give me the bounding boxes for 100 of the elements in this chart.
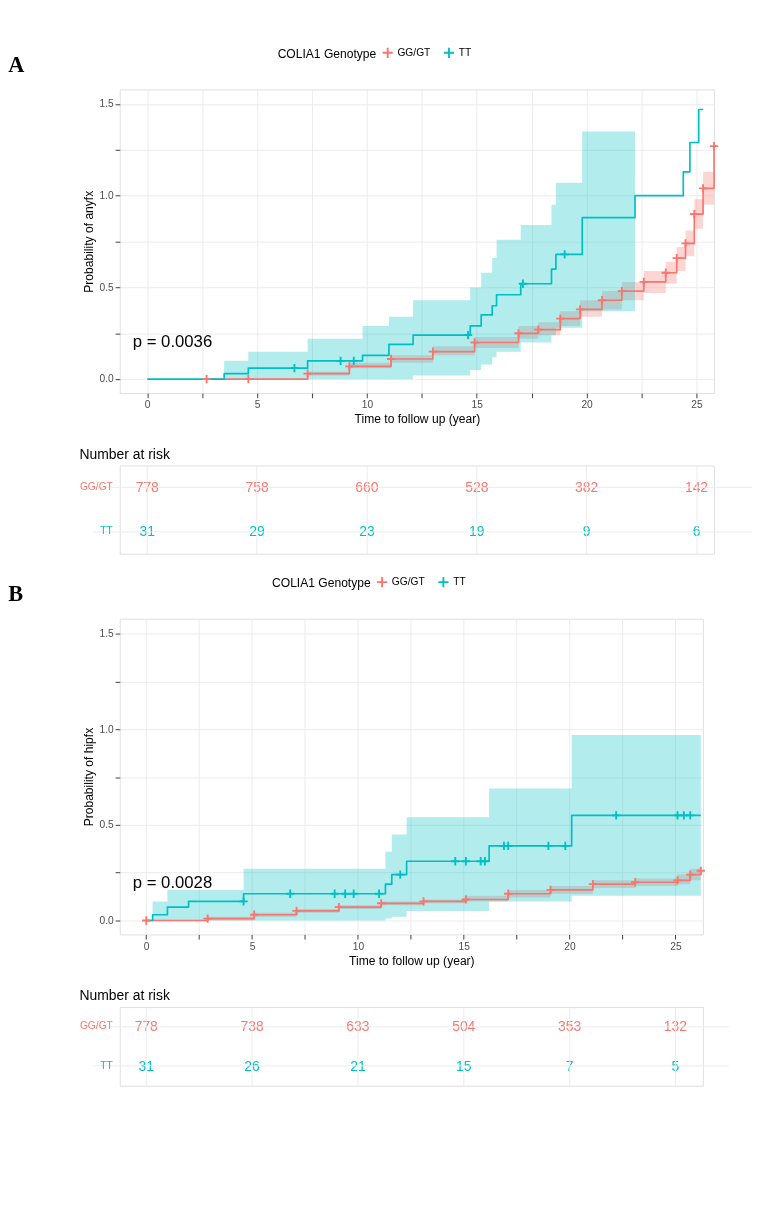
point (685, 810, 696, 821)
point (427, 346, 438, 357)
data-label: 21 (350, 1057, 366, 1074)
data-label: 19 (469, 523, 485, 540)
y-tick-label: GG/GT (79, 481, 113, 493)
point (587, 879, 598, 890)
point (335, 355, 346, 366)
data-label: 353 (557, 1018, 582, 1035)
point (596, 295, 608, 306)
point (376, 898, 387, 909)
point (340, 888, 351, 899)
x-axis-title: Time to follow up (year) (354, 412, 481, 427)
point (386, 353, 397, 365)
y-tick-label: 1.5 (99, 627, 115, 639)
point (450, 856, 461, 867)
data-label: 7 (565, 1057, 574, 1074)
x-axis-title: Time to follow up (year) (349, 953, 475, 968)
data-label: 778 (135, 479, 160, 496)
point (616, 286, 627, 297)
data-label: 23 (359, 523, 375, 540)
y-tick-label: 1.0 (99, 189, 115, 201)
point (517, 278, 529, 289)
annotation: p = 0.0028 (132, 873, 213, 893)
data-label: 382 (575, 479, 599, 496)
x-tick-label: 15 (458, 940, 471, 952)
point (344, 361, 355, 372)
x-tick-label: 0 (143, 940, 150, 952)
x-tick-label: 10 (352, 940, 365, 952)
point (285, 888, 296, 899)
point (202, 913, 213, 924)
x-tick-label: 5 (249, 940, 256, 952)
data-label: 504 (452, 1018, 476, 1035)
x-tick-label: 5 (254, 399, 261, 411)
y-tick-label: 1.0 (99, 723, 115, 735)
text: B (8, 581, 24, 607)
point (249, 909, 260, 920)
x-tick-label: 25 (670, 940, 682, 952)
legend-label: TT (453, 575, 466, 587)
legend-label: GG/GT (397, 46, 431, 58)
x-tick-label: 25 (691, 399, 703, 411)
chart-title: Number at risk (79, 446, 170, 463)
point (708, 141, 720, 152)
point (329, 888, 340, 899)
point (685, 869, 696, 880)
x-tick-label: 10 (361, 399, 374, 411)
x-tick-label: 15 (471, 399, 484, 411)
point (559, 249, 570, 260)
data-label: 633 (346, 1018, 370, 1035)
point (302, 368, 313, 379)
point (611, 810, 622, 821)
y-axis-title: Probability of anyfx (82, 190, 97, 293)
y-tick-label: TT (100, 525, 113, 537)
point (660, 267, 671, 278)
data-label: 5 (671, 1057, 680, 1074)
data-label: 6 (692, 523, 701, 540)
data-label: 738 (240, 1018, 264, 1035)
point (238, 896, 249, 907)
point (555, 313, 566, 324)
point (503, 888, 514, 899)
data-label: 15 (456, 1057, 472, 1074)
data-label: 132 (663, 1018, 688, 1035)
point (348, 355, 359, 366)
y-tick-label: 0.0 (99, 914, 115, 926)
annotation: p = 0.0036 (132, 331, 213, 351)
data-label: 31 (138, 1057, 155, 1074)
x-tick-label: 20 (564, 940, 577, 952)
point (695, 865, 706, 876)
point (333, 902, 344, 913)
data-label: 660 (355, 479, 379, 496)
point (348, 888, 359, 899)
point (395, 869, 406, 880)
legend-title: COLIA1 Genotype (277, 46, 377, 61)
point (630, 877, 641, 888)
data-label: 758 (245, 479, 269, 496)
point (698, 183, 709, 194)
data-label: 9 (582, 523, 591, 540)
data-label: 29 (249, 523, 266, 540)
y-tick-label: TT (100, 1059, 113, 1071)
data-label: 26 (244, 1057, 261, 1074)
point (533, 324, 544, 335)
data-label: 778 (134, 1018, 159, 1035)
legend-label: GG/GT (391, 575, 425, 587)
y-tick-label: 1.5 (99, 98, 115, 110)
data-label: 142 (684, 479, 709, 496)
text: A (8, 51, 25, 77)
y-tick-label: GG/GT (79, 1020, 113, 1032)
data-label: 31 (139, 523, 156, 540)
x-tick-label: 0 (144, 399, 151, 411)
chart-title: Number at risk (79, 987, 170, 1004)
y-tick-label: 0.0 (99, 373, 115, 385)
y-tick-label: 0.5 (99, 819, 115, 831)
point (374, 888, 385, 899)
x-tick-label: 20 (581, 399, 594, 411)
data-label: 528 (465, 479, 489, 496)
y-axis-title: Probability of hipfx (82, 727, 97, 827)
legend-title: COLIA1 Genotype (272, 576, 371, 591)
point (460, 856, 471, 867)
y-tick-label: 0.5 (99, 281, 115, 293)
legend-label: TT (458, 46, 472, 58)
point (243, 374, 254, 385)
